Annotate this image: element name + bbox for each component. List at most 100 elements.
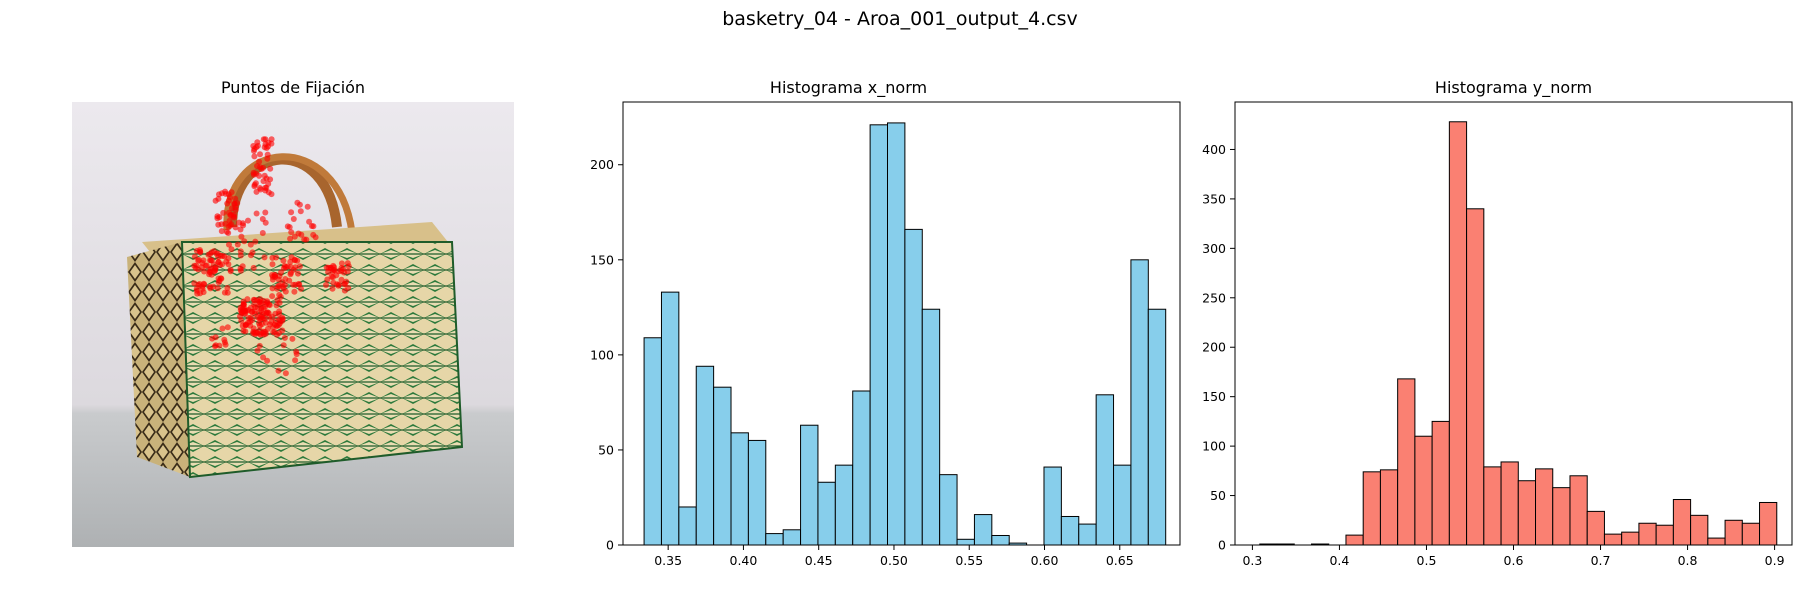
fixation-point — [239, 263, 246, 270]
hist-x-bar — [1043, 466, 1062, 546]
hist-x-y-tick-label: 50 — [598, 442, 614, 457]
fixation-point — [247, 314, 254, 321]
histogram-x-panel: Histograma x_norm 0.35 0.40 0.45 0.50 0.55 0.… — [570, 78, 1190, 600]
hist-y-bar — [1707, 537, 1726, 546]
fixation-point — [262, 184, 269, 191]
hist-x-x-tick-label: 0.60 — [1031, 553, 1059, 568]
hist-y-y-tick-label: 150 — [1202, 389, 1226, 404]
fixation-point — [241, 310, 248, 317]
hist-x-bar — [1113, 464, 1132, 546]
hist-y-y-tick-label: 300 — [1202, 241, 1226, 256]
hist-x-x-tick-label: 0.35 — [654, 553, 682, 568]
hist-y-bar — [1741, 522, 1761, 546]
fixation-point — [276, 282, 283, 289]
fixation-point — [301, 236, 308, 243]
fixation-point — [259, 216, 266, 222]
basket-side — [127, 242, 190, 477]
hist-y-bar — [1621, 531, 1640, 546]
fixation-point — [277, 293, 284, 300]
fixation-point — [290, 216, 297, 222]
fixation-point — [222, 190, 229, 197]
hist-x-x-tick-label: 0.40 — [730, 553, 758, 568]
fixation-point — [260, 164, 267, 171]
hist-x-bar — [852, 390, 871, 546]
hist-x-bar — [973, 514, 993, 546]
basket-front — [182, 242, 462, 477]
hist-y-bar — [1535, 468, 1554, 546]
hist-y-x-tick-label: 0.3 — [1242, 553, 1262, 568]
hist-x-bar — [695, 365, 715, 546]
fixation-point — [287, 258, 294, 265]
basket-photo — [72, 102, 514, 547]
histogram-y-panel: Histograma y_norm 0.3 0.4 0.5 0.6 0.7 0.8 0.9 0… — [1190, 78, 1800, 600]
fixation-point — [223, 228, 230, 235]
hist-x-bar — [643, 337, 662, 546]
fixation-point — [257, 296, 264, 303]
hist-y-bar — [1397, 378, 1416, 546]
hist-x-bar — [939, 474, 958, 546]
fixation-point — [282, 370, 289, 377]
fixation-point — [250, 330, 257, 337]
hist-y-x-tick-label: 0.4 — [1329, 553, 1349, 568]
hist-y-bar — [1552, 487, 1571, 546]
fixation-image-title: Puntos de Fijación — [220, 78, 366, 97]
fixation-point — [272, 318, 279, 325]
hist-x-bar — [834, 464, 854, 546]
fixation-point — [219, 261, 226, 268]
fixation-point — [329, 285, 336, 292]
fixation-point — [263, 145, 270, 151]
hist-y-y-tick-label: 50 — [1210, 488, 1226, 503]
fixation-point — [212, 342, 219, 349]
fixation-image-panel: Puntos de Fijación — [72, 78, 514, 578]
hist-x-bar — [713, 386, 732, 546]
hist-x-x-tick-label: 0.65 — [1106, 553, 1134, 568]
fixation-point — [288, 229, 295, 236]
fixation-point — [247, 304, 254, 311]
fixation-point — [257, 151, 263, 158]
hist-y-x-tick-label: 0.6 — [1504, 553, 1524, 568]
fixation-point — [323, 264, 330, 271]
fixation-point — [225, 223, 232, 230]
fixation-point — [194, 290, 201, 297]
fixation-point — [296, 263, 303, 270]
hist-y-y-tick-label: 250 — [1202, 290, 1226, 305]
hist-y-bar — [1603, 533, 1623, 546]
fixation-point — [199, 260, 206, 266]
fixation-point — [227, 268, 234, 275]
fixation-point — [209, 335, 216, 342]
fixation-point — [264, 357, 271, 364]
fixation-point — [220, 209, 227, 216]
fixation-point — [263, 175, 270, 182]
histogram-y-chart: 0.3 0.4 0.5 0.6 0.7 0.8 0.9 0 50 100 150 200 250 300 3… — [1202, 101, 1793, 568]
hist-y-bar — [1448, 121, 1468, 546]
hist-y-bar — [1483, 466, 1502, 546]
fixation-point — [226, 194, 233, 201]
fixation-point — [226, 217, 233, 224]
fixation-point — [338, 276, 345, 283]
hist-y-bar — [1759, 501, 1778, 546]
fixation-point — [288, 269, 294, 276]
fixation-point — [306, 218, 313, 225]
fixation-point — [342, 280, 348, 287]
fixation-point — [238, 233, 245, 240]
fixation-point — [280, 257, 287, 264]
fixation-point — [294, 257, 301, 264]
fixation-point — [304, 203, 311, 210]
hist-y-bar — [1724, 519, 1743, 546]
fixation-point — [250, 264, 257, 271]
fixation-point — [251, 181, 258, 188]
fixation-point — [335, 282, 342, 289]
hist-y-bar — [1638, 522, 1657, 546]
hist-y-y-tick-label: 400 — [1202, 142, 1226, 157]
fixation-point — [237, 313, 243, 320]
fixation-point — [215, 221, 222, 228]
hist-x-x-tick-label: 0.45 — [805, 553, 833, 568]
fixation-point — [286, 277, 293, 284]
fixation-point — [191, 280, 198, 287]
hist-y-bar — [1431, 420, 1450, 546]
fixation-point — [330, 279, 337, 286]
fixation-point — [237, 248, 244, 255]
hist-x-bar — [921, 308, 941, 546]
hist-x-bar — [904, 228, 923, 546]
hist-x-bar — [765, 533, 784, 546]
